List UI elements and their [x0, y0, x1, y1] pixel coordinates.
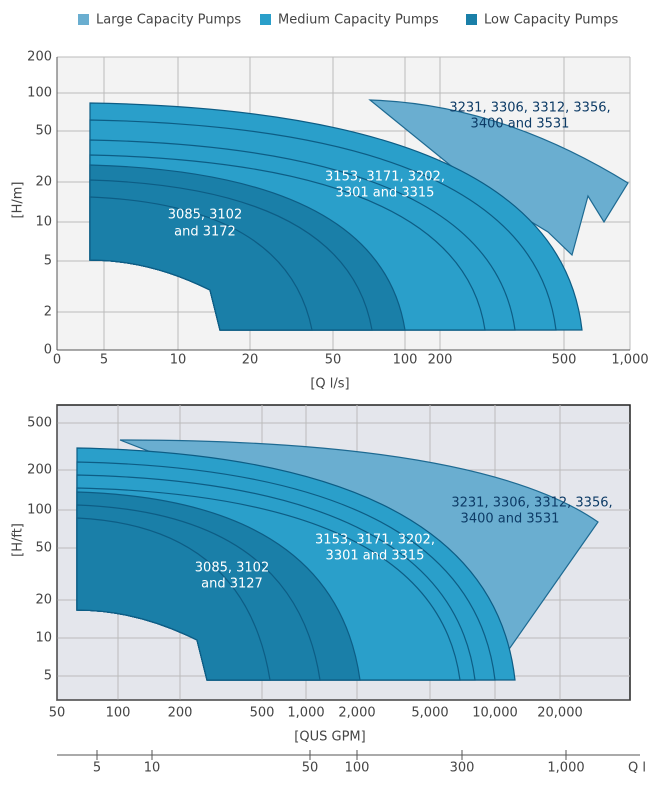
bottom-axis-label: Q l	[628, 761, 646, 776]
x-tick-label: 20,000	[537, 706, 583, 721]
x-tick-label: 100	[106, 706, 131, 721]
bottom-tick-label: 100	[345, 761, 370, 776]
x-tick-label: 500	[250, 706, 275, 721]
y-tick-label: 50	[35, 124, 52, 139]
x-axis-label: [QUS GPM]	[294, 730, 365, 745]
bottom-tick-label: 10	[144, 761, 161, 776]
region-label: 3085, 3102	[168, 208, 242, 223]
region-low	[76, 517, 271, 681]
legend-label: Large Capacity Pumps	[96, 13, 241, 28]
x-tick-label: 500	[552, 353, 577, 368]
region-label: 3153, 3171, 3202,	[315, 533, 435, 548]
legend-swatch	[78, 14, 89, 25]
region-label: and 3172	[174, 225, 236, 240]
y-tick-label: 200	[27, 463, 52, 478]
x-axis-label: [Q l/s]	[310, 377, 349, 392]
x-tick-label: 5,000	[411, 706, 448, 721]
region-label: 3400 and 3531	[471, 117, 570, 132]
legend-swatch	[466, 14, 477, 25]
x-tick-label: 5	[100, 353, 108, 368]
y-tick-label: 5	[44, 254, 52, 269]
y-tick-label: 100	[27, 503, 52, 518]
bottom-tick-label: 300	[450, 761, 475, 776]
y-tick-label: 10	[35, 215, 52, 230]
x-tick-label: 50	[325, 353, 342, 368]
x-tick-label: 100	[393, 353, 418, 368]
legend-swatch	[260, 14, 271, 25]
y-tick-label: 20	[35, 593, 52, 608]
y-tick-label: 0	[44, 343, 52, 358]
y-tick-label: 500	[27, 416, 52, 431]
region-label: 3153, 3171, 3202,	[325, 170, 445, 185]
x-tick-label: 10	[170, 353, 187, 368]
region-label: 3085, 3102	[195, 561, 269, 576]
bottom-tick-label: 50	[302, 761, 319, 776]
legend-label: Low Capacity Pumps	[484, 13, 618, 28]
region-label: 3301 and 3315	[326, 549, 425, 564]
legend-label: Medium Capacity Pumps	[278, 13, 439, 28]
x-tick-label: 200	[428, 353, 453, 368]
y-tick-label: 20	[35, 175, 52, 190]
y-tick-label: 200	[27, 50, 52, 65]
x-tick-label: 0	[53, 353, 61, 368]
region-label: 3231, 3306, 3312, 3356,	[449, 101, 610, 116]
x-tick-label: 50	[49, 706, 66, 721]
region-label: and 3127	[201, 577, 263, 592]
x-tick-label: 1,000	[287, 706, 324, 721]
region-label: 3301 and 3315	[336, 186, 435, 201]
region-label: 3231, 3306, 3312, 3356,	[451, 496, 612, 511]
x-tick-label: 20	[242, 353, 259, 368]
y-axis-label: [H/ft]	[11, 523, 26, 557]
x-tick-label: 200	[168, 706, 193, 721]
x-tick-label: 1,000	[611, 353, 648, 368]
bottom-tick-label: 5	[93, 761, 101, 776]
y-tick-label: 2	[44, 305, 52, 320]
bottom-tick-label: 1,000	[547, 761, 584, 776]
region-label: 3400 and 3531	[461, 512, 560, 527]
x-tick-label: 2,000	[338, 706, 375, 721]
y-axis-label: [H/m]	[11, 182, 26, 219]
y-tick-label: 50	[35, 541, 52, 556]
region-low	[89, 196, 313, 331]
y-tick-label: 5	[44, 669, 52, 684]
y-tick-label: 100	[27, 86, 52, 101]
x-tick-label: 10,000	[472, 706, 518, 721]
region-large	[368, 99, 629, 257]
y-tick-label: 10	[35, 631, 52, 646]
